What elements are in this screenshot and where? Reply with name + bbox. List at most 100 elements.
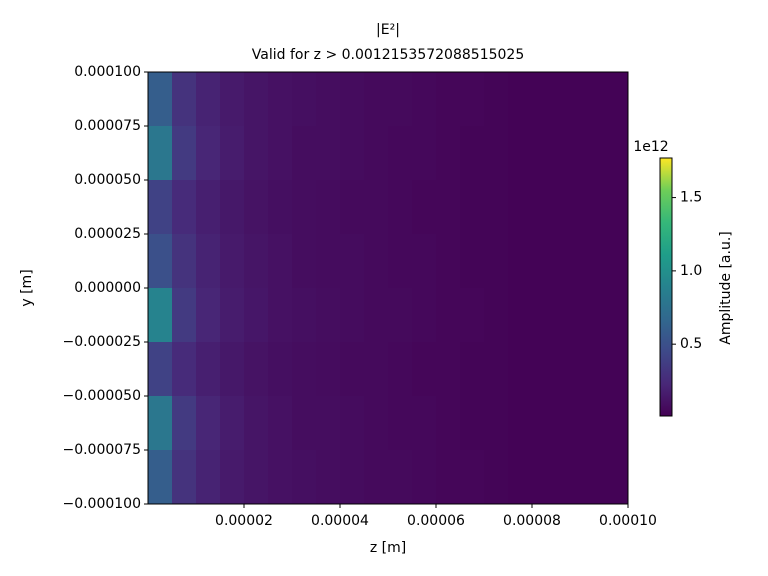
heatmap-cell (220, 72, 245, 127)
heatmap-cell (388, 126, 413, 181)
heatmap-cell (460, 342, 485, 397)
heatmap-cell (268, 126, 293, 181)
heatmap-cell (196, 396, 221, 451)
heatmap-cell (460, 396, 485, 451)
heatmap-cell (508, 342, 533, 397)
heatmap-cell (580, 126, 605, 181)
heatmap-cell (196, 288, 221, 343)
heatmap-cell (388, 288, 413, 343)
heatmap-cell (316, 342, 341, 397)
heatmap-cell (340, 342, 365, 397)
heatmap-cell (340, 126, 365, 181)
heatmap-cell (556, 288, 581, 343)
heatmap-cell (436, 234, 461, 289)
heatmap-cell (436, 288, 461, 343)
colorbar (659, 157, 673, 417)
heatmap-cell (172, 450, 197, 505)
heatmap-cell (412, 288, 437, 343)
heatmap-cell (172, 342, 197, 397)
heatmap-cell (460, 180, 485, 235)
heatmap-cell (196, 234, 221, 289)
heatmap-cell (508, 450, 533, 505)
heatmap-cell (580, 342, 605, 397)
heatmap-cell (580, 450, 605, 505)
colorbar-label: Amplitude [a.u.] (718, 231, 734, 344)
heatmap-cell (220, 288, 245, 343)
heatmap-cell (532, 72, 557, 127)
heatmap-cell (172, 288, 197, 343)
heatmap-cell (364, 450, 389, 505)
heatmap-cell (412, 234, 437, 289)
heatmap-cell (340, 180, 365, 235)
heatmap-cell (220, 342, 245, 397)
heatmap-cell (508, 180, 533, 235)
chart-subtitle: Valid for z > 0.0012153572088515025 (252, 47, 524, 63)
y-tick-label: 0.000100 (74, 64, 141, 80)
heatmap-cell (580, 234, 605, 289)
heatmap-cell (508, 126, 533, 181)
heatmap-cell (484, 234, 509, 289)
heatmap-cell (220, 180, 245, 235)
heatmap-cell (196, 72, 221, 127)
chart-title: |E²| (376, 22, 400, 38)
heatmap-cell (268, 450, 293, 505)
heatmap-cell (388, 450, 413, 505)
heatmap-cell (148, 450, 173, 505)
heatmap-cell (340, 396, 365, 451)
heatmap-cell (556, 396, 581, 451)
y-tick-label: 0.000050 (74, 172, 141, 188)
heatmap-cell (436, 72, 461, 127)
heatmap-cell (484, 450, 509, 505)
heatmap-cell (316, 396, 341, 451)
heatmap-cell (244, 72, 269, 127)
heatmap-cell (268, 72, 293, 127)
colorbar-tick-label: 1.0 (680, 263, 702, 279)
heatmap-cell (292, 126, 317, 181)
heatmap-cell (436, 126, 461, 181)
heatmap-cell (412, 126, 437, 181)
heatmap-cell (148, 72, 173, 127)
heatmap-cell (388, 342, 413, 397)
heatmap-cell (556, 342, 581, 397)
heatmap-cell (172, 126, 197, 181)
heatmap-cell (556, 126, 581, 181)
x-tick-label: 0.00010 (599, 513, 657, 529)
heatmap-cell (364, 72, 389, 127)
heatmap-cell (604, 126, 629, 181)
heatmap-cell (268, 234, 293, 289)
heatmap-cell (292, 180, 317, 235)
heatmap-cell (532, 180, 557, 235)
heatmap-cell (604, 396, 629, 451)
heatmap-cell (484, 342, 509, 397)
heatmap-cell (460, 450, 485, 505)
heatmap-cell (172, 72, 197, 127)
heatmap-cell (364, 234, 389, 289)
y-tick-label: −0.000025 (62, 334, 141, 350)
heatmap-cell (484, 72, 509, 127)
heatmap-cell (412, 180, 437, 235)
colorbar-tick-label: 0.5 (680, 336, 702, 352)
heatmap-cell (196, 450, 221, 505)
heatmap-cell (532, 234, 557, 289)
heatmap-cell (460, 234, 485, 289)
x-tick-label: 0.00008 (503, 513, 561, 529)
heatmap-cell (340, 288, 365, 343)
heatmap-cell (388, 180, 413, 235)
heatmap-cell (484, 288, 509, 343)
heatmap-cell (292, 342, 317, 397)
heatmap-cell (388, 72, 413, 127)
heatmap-cell (292, 72, 317, 127)
heatmap-cell (292, 450, 317, 505)
heatmap-cell (148, 396, 173, 451)
heatmap-cell (316, 180, 341, 235)
heatmap-cell (436, 396, 461, 451)
heatmap-cell (532, 126, 557, 181)
heatmap-cell (436, 180, 461, 235)
heatmap-cell (244, 396, 269, 451)
heatmap-cell (460, 288, 485, 343)
heatmap-cell (388, 234, 413, 289)
heatmap-cell (604, 180, 629, 235)
heatmap-cell (244, 342, 269, 397)
x-tick-label: 0.00006 (407, 513, 465, 529)
